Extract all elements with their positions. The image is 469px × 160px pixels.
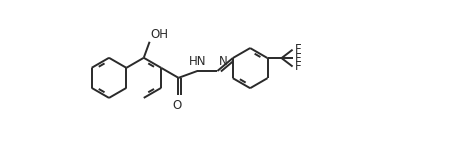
Text: O: O — [173, 99, 182, 112]
Text: F: F — [295, 43, 301, 56]
Text: OH: OH — [151, 28, 168, 41]
Text: HN: HN — [189, 55, 206, 68]
Text: F: F — [295, 60, 301, 73]
Text: F: F — [295, 52, 301, 65]
Text: N: N — [219, 55, 228, 68]
